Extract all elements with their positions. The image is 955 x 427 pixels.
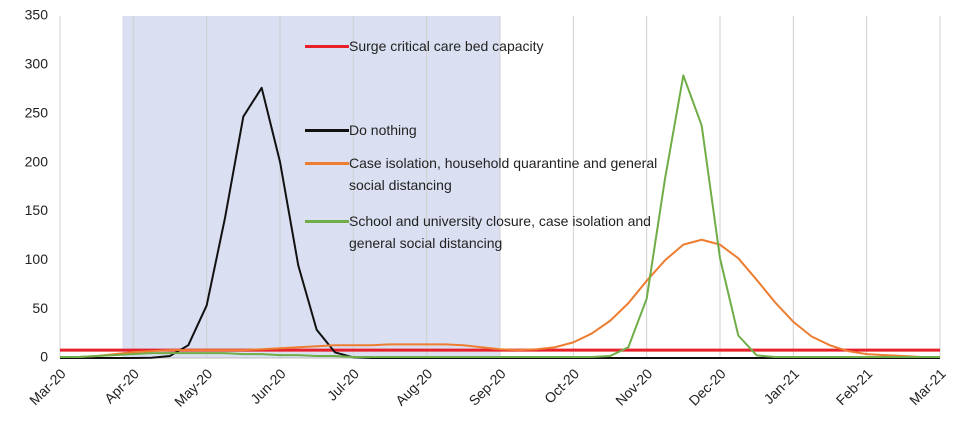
legend-swatch [305, 162, 349, 165]
series-line [60, 238, 940, 359]
y-tick-label: 0 [40, 349, 48, 365]
x-tick-label: Mar-21 [906, 365, 949, 408]
x-tick-label: Jul-20 [324, 365, 362, 403]
y-tick-label: 350 [25, 7, 49, 23]
legend-swatch [305, 220, 349, 223]
legend-swatch [305, 129, 349, 132]
legend-label: Do nothing [349, 122, 417, 138]
shaded-region [122, 16, 500, 358]
series-line [60, 74, 940, 359]
legend-item: School and university closure, case isol… [305, 210, 685, 254]
y-tick-label: 200 [25, 153, 49, 169]
y-tick-label: 300 [25, 56, 49, 72]
y-tick-label: 50 [32, 300, 48, 316]
legend-item: Do nothing [305, 119, 685, 141]
legend-label: School and university closure, case isol… [349, 213, 651, 251]
x-tick-label: Aug-20 [392, 365, 435, 408]
legend-label: Surge critical care bed capacity [349, 38, 544, 54]
x-tick-label: Nov-20 [612, 365, 655, 408]
x-tick-label: Mar-20 [26, 365, 69, 408]
y-tick-label: 100 [25, 251, 49, 267]
legend-label: Case isolation, household quarantine and… [349, 155, 658, 193]
x-tick-label: Feb-21 [833, 365, 876, 408]
y-tick-label: 250 [25, 104, 49, 120]
x-tick-label: May-20 [171, 365, 215, 409]
y-tick-label: 150 [25, 202, 49, 218]
legend-item: Surge critical care bed capacity [305, 35, 685, 57]
x-tick-label: Jan-21 [760, 365, 802, 407]
x-tick-label: Jun-20 [247, 365, 289, 407]
x-tick-label: Dec-20 [686, 365, 729, 408]
x-tick-label: Sep-20 [465, 365, 508, 408]
x-tick-label: Oct-20 [541, 365, 582, 406]
x-tick-label: Apr-20 [101, 365, 142, 406]
legend-swatch [305, 45, 349, 48]
legend-item: Case isolation, household quarantine and… [305, 152, 685, 196]
